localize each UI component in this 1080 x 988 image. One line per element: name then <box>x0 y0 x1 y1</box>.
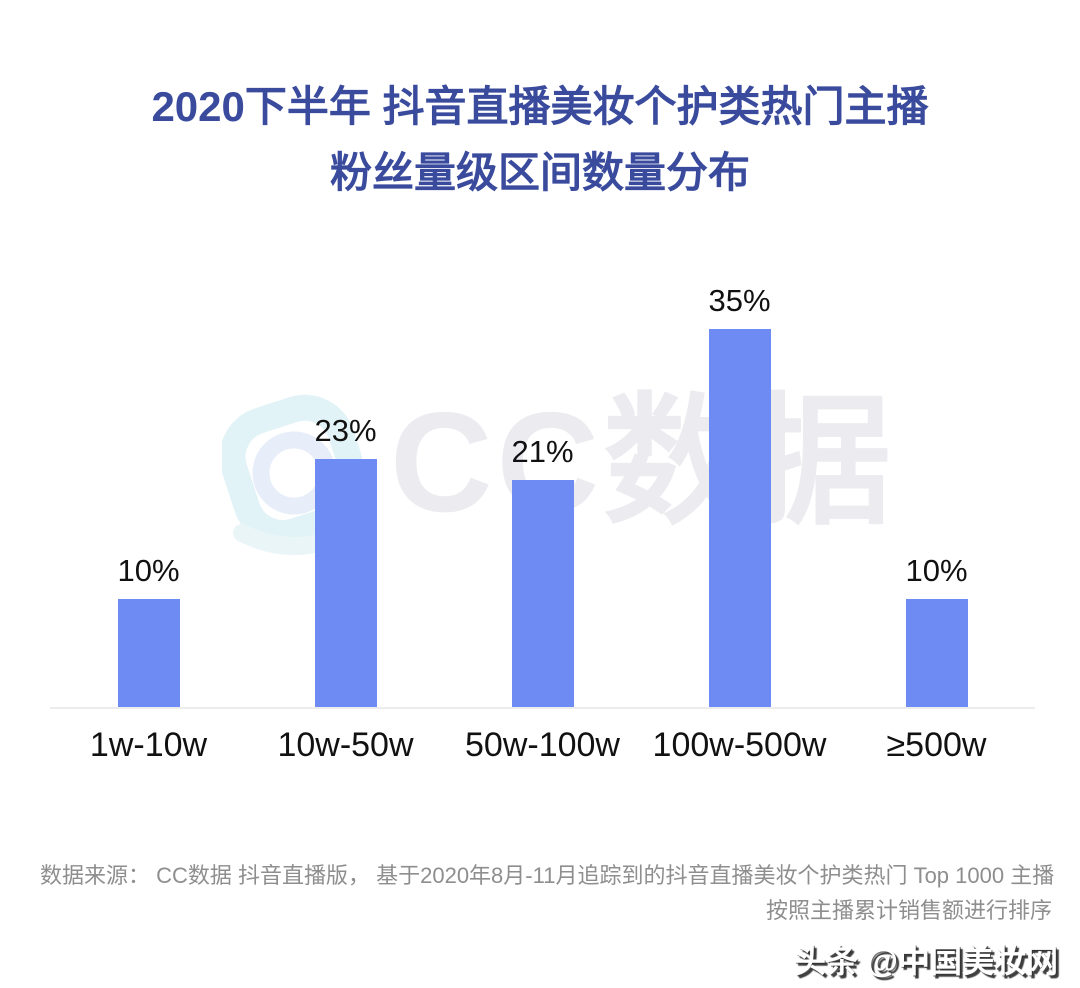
x-axis-category-label: 100w-500w <box>652 726 827 764</box>
toutiao-credit-watermark: 头条 @中国美妆网 <box>793 943 1058 979</box>
bar-group: 10% <box>50 553 247 707</box>
x-axis-category-label: 50w-100w <box>465 726 620 764</box>
bar-value-label: 10% <box>905 553 968 588</box>
bar-value-label: 23% <box>314 413 377 448</box>
bar-chart: 10% 23% 21% 35% 10% <box>50 283 1035 709</box>
bar <box>708 329 771 707</box>
bar-value-label: 10% <box>117 553 180 588</box>
bar-group: 10% <box>838 553 1035 707</box>
x-axis-category-label: 10w-50w <box>277 726 414 764</box>
x-axis-labels: 1w-10w 10w-50w 50w-100w 100w-500w ≥500w <box>50 726 1035 765</box>
bar <box>905 599 968 707</box>
data-source-line2: 按照主播累计销售额进行排序 <box>765 898 1052 923</box>
bar-value-label: 21% <box>511 434 574 469</box>
data-source-line1: 数据来源： CC数据 抖音直播版， 基于2020年8月-11月追踪到的抖音直播美… <box>40 863 1055 888</box>
bar <box>511 480 574 707</box>
chart-title-line1: 2020下半年 抖音直播美妆个护类热门主播 <box>151 83 929 130</box>
data-source-note: 数据来源： CC数据 抖音直播版， 基于2020年8月-11月追踪到的抖音直播美… <box>40 858 1055 928</box>
bar-group: 35% <box>641 283 838 707</box>
bar-group: 21% <box>444 434 641 707</box>
chart-title: 2020下半年 抖音直播美妆个护类热门主播 粉丝量级区间数量分布 <box>0 74 1080 206</box>
bar-group: 23% <box>247 413 444 707</box>
chart-title-line2: 粉丝量级区间数量分布 <box>329 149 750 196</box>
bar-value-label: 35% <box>708 283 771 318</box>
x-axis-category-label: ≥500w <box>886 726 987 764</box>
x-axis-category-label: 1w-10w <box>89 726 208 764</box>
bar <box>117 599 180 707</box>
bar <box>314 459 377 707</box>
